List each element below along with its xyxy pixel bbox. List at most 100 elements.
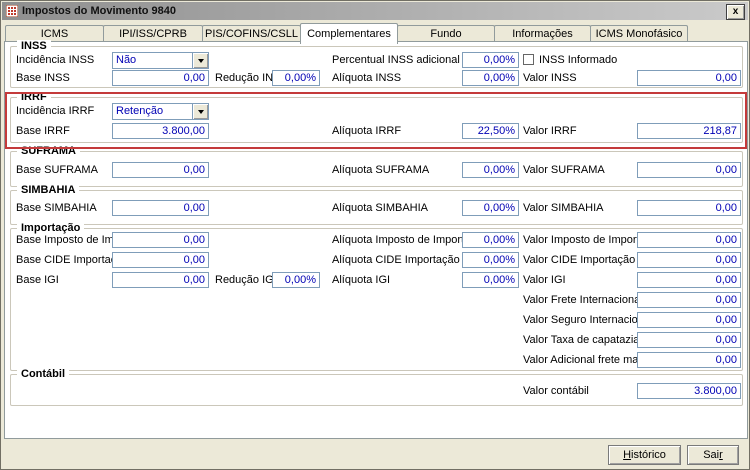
sair-button[interactable]: Sair — [687, 445, 739, 465]
base-igi-input[interactable] — [112, 272, 209, 288]
simbahia-base-input[interactable] — [112, 200, 209, 216]
inss-valor-label: Valor INSS — [523, 72, 577, 84]
valor-igi-label: Valor IGI — [523, 274, 566, 286]
importacao-row-cide: Base CIDE Importação Alíquota CIDE Impor… — [5, 252, 747, 269]
base-cide-label: Base CIDE Importação — [16, 254, 129, 266]
suframa-base-label: Base SUFRAMA — [16, 164, 98, 176]
aliquota-igi-input[interactable] — [462, 272, 519, 288]
irrf-row-base: Base IRRF Alíquota IRRF Valor IRRF — [5, 123, 747, 140]
importacao-row-igi: Base IGI Redução IGI Alíquota IGI Valor … — [5, 272, 747, 289]
valor-cide-input[interactable] — [637, 252, 741, 268]
contabil-group: Contábil — [10, 368, 743, 406]
close-icon[interactable]: x — [726, 4, 745, 20]
valor-seguro-label: Valor Seguro Internacional — [523, 314, 653, 326]
chevron-down-icon[interactable] — [192, 104, 208, 119]
inss-reducao-label: Redução INSS — [215, 72, 288, 84]
importacao-row-ii: Base Imposto de Imp. Alíquota Imposto de… — [5, 232, 747, 249]
tab-content-panel: INSS IRRF SUFRAMA SIMBAHIA Importação Co… — [4, 40, 748, 439]
inss-row-incidencia: Incidência INSS Não Percentual INSS adic… — [5, 52, 747, 69]
inss-aliquota-input[interactable] — [462, 70, 519, 86]
inss-informado-checkbox[interactable] — [523, 54, 534, 65]
tab-icms[interactable]: ICMS — [5, 25, 104, 44]
simbahia-base-label: Base SIMBAHIA — [16, 202, 97, 214]
irrf-group: IRRF — [10, 91, 743, 143]
suframa-group-title: SUFRAMA — [17, 145, 80, 157]
simbahia-group: SIMBAHIA — [10, 184, 743, 225]
importacao-row-frete: Valor Frete Internacional — [5, 292, 747, 309]
suframa-aliquota-label: Alíquota SUFRAMA — [332, 164, 430, 176]
tab-complementares[interactable]: Complementares — [300, 23, 398, 44]
simbahia-valor-label: Valor SIMBAHIA — [523, 202, 604, 214]
suframa-row: Base SUFRAMA Alíquota SUFRAMA Valor SUFR… — [5, 162, 747, 179]
inss-valor-input[interactable] — [637, 70, 741, 86]
window-title: Impostos do Movimento 9840 — [22, 5, 177, 17]
suframa-valor-label: Valor SUFRAMA — [523, 164, 605, 176]
chevron-down-icon[interactable] — [192, 53, 208, 68]
reducao-igi-label: Redução IGI — [215, 274, 277, 286]
valor-igi-input[interactable] — [637, 272, 741, 288]
irrf-group-title: IRRF — [17, 91, 51, 103]
valor-frete-marinha-label: Valor Adicional frete marinha — [523, 354, 663, 366]
suframa-base-input[interactable] — [112, 162, 209, 178]
inss-incidencia-label: Incidência INSS — [16, 54, 95, 66]
historico-button[interactable]: Histórico — [608, 445, 681, 465]
simbahia-aliquota-input[interactable] — [462, 200, 519, 216]
aliquota-igi-label: Alíquota IGI — [332, 274, 391, 286]
irrf-incidencia-dropdown[interactable]: Retenção — [112, 103, 209, 120]
aliquota-ii-input[interactable] — [462, 232, 519, 248]
tab-icms-monofasico[interactable]: ICMS Monofásico — [590, 25, 688, 44]
inss-incidencia-dropdown[interactable]: Não — [112, 52, 209, 69]
aliquota-ii-label: Alíquota Imposto de Importação — [332, 234, 488, 246]
valor-frete-input[interactable] — [637, 292, 741, 308]
importacao-group: Importação — [10, 222, 743, 371]
valor-ii-input[interactable] — [637, 232, 741, 248]
inss-percentual-adicional-input[interactable] — [462, 52, 519, 68]
importacao-group-title: Importação — [17, 222, 85, 234]
valor-capatazia-label: Valor Taxa de capatazia — [523, 334, 640, 346]
irrf-aliquota-label: Alíquota IRRF — [332, 125, 402, 137]
base-igi-label: Base IGI — [16, 274, 59, 286]
suframa-aliquota-input[interactable] — [462, 162, 519, 178]
aliquota-cide-label: Alíquota CIDE Importação — [332, 254, 460, 266]
irrf-base-label: Base IRRF — [16, 125, 70, 137]
valor-ii-label: Valor Imposto de Importação — [523, 234, 664, 246]
importacao-row-frete-marinha: Valor Adicional frete marinha — [5, 352, 747, 369]
tab-ipi-iss-cprb[interactable]: IPI/ISS/CPRB — [103, 25, 203, 44]
base-ii-input[interactable] — [112, 232, 209, 248]
irrf-valor-label: Valor IRRF — [523, 125, 577, 137]
valor-cide-label: Valor CIDE Importação — [523, 254, 636, 266]
base-ii-label: Base Imposto de Imp. — [16, 234, 123, 246]
irrf-aliquota-input[interactable] — [462, 123, 519, 139]
irrf-incidencia-label: Incidência IRRF — [16, 105, 95, 117]
simbahia-row: Base SIMBAHIA Alíquota SIMBAHIA Valor SI… — [5, 200, 747, 217]
inss-reducao-input[interactable] — [272, 70, 320, 86]
inss-informado-label: INSS Informado — [539, 54, 618, 66]
title-bar: Impostos do Movimento 9840 x — [2, 2, 748, 20]
inss-group-title: INSS — [17, 40, 51, 52]
suframa-valor-input[interactable] — [637, 162, 741, 178]
base-cide-input[interactable] — [112, 252, 209, 268]
valor-contabil-input[interactable] — [637, 383, 741, 399]
importacao-row-capatazia: Valor Taxa de capatazia — [5, 332, 747, 349]
simbahia-group-title: SIMBAHIA — [17, 184, 80, 196]
valor-frete-marinha-input[interactable] — [637, 352, 741, 368]
inss-base-input[interactable] — [112, 70, 209, 86]
inss-incidencia-value: Não — [116, 54, 137, 66]
valor-capatazia-input[interactable] — [637, 332, 741, 348]
valor-contabil-label: Valor contábil — [523, 385, 589, 397]
aliquota-cide-input[interactable] — [462, 252, 519, 268]
importacao-row-seguro: Valor Seguro Internacional — [5, 312, 747, 329]
inss-percentual-adicional-label: Percentual INSS adicional — [332, 54, 460, 66]
inss-base-label: Base INSS — [16, 72, 70, 84]
irrf-base-input[interactable] — [112, 123, 209, 139]
irrf-valor-input[interactable] — [637, 123, 741, 139]
simbahia-valor-input[interactable] — [637, 200, 741, 216]
reducao-igi-input[interactable] — [272, 272, 320, 288]
inss-row-base: Base INSS Redução INSS Alíquota INSS Val… — [5, 70, 747, 87]
app-icon — [6, 5, 18, 17]
contabil-row: Valor contábil — [5, 383, 747, 400]
valor-frete-label: Valor Frete Internacional — [523, 294, 643, 306]
valor-seguro-input[interactable] — [637, 312, 741, 328]
inss-group: INSS — [10, 40, 743, 88]
